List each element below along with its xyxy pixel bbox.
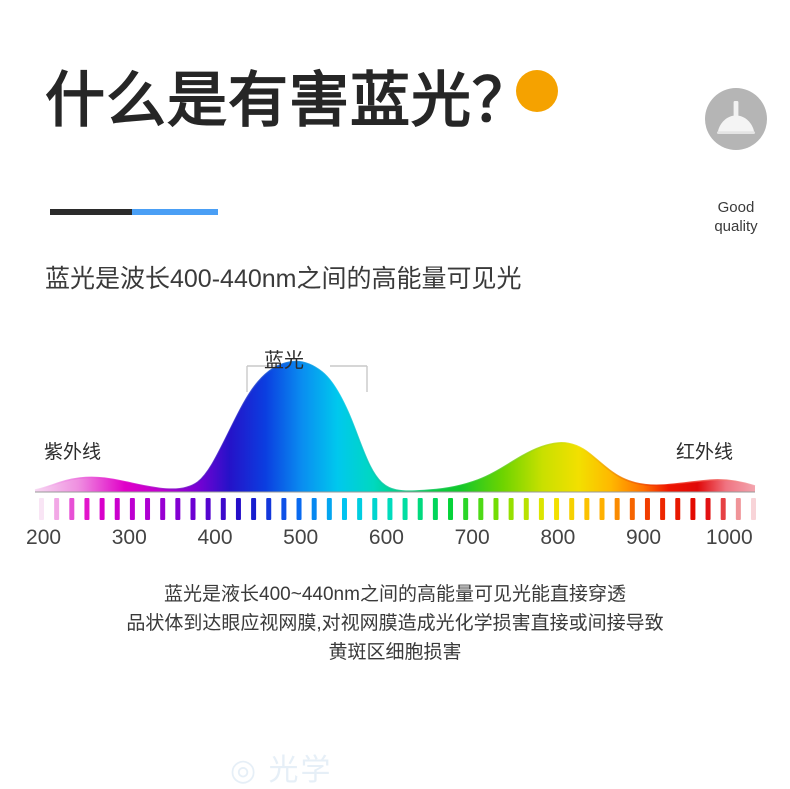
- page-title-row: 什么是有害蓝光？: [45, 66, 533, 144]
- spectrum-tick: [538, 498, 544, 520]
- axis-tick-label: 600: [368, 526, 404, 549]
- spectrum-tick: [129, 498, 135, 520]
- spectrum-tick: [402, 498, 408, 520]
- spectrum-tick: [296, 498, 302, 520]
- spectrum-tick: [584, 498, 590, 520]
- spectrum-tick: [432, 498, 438, 520]
- spectrum-tick: [569, 498, 575, 520]
- axis-tick-label: 800: [540, 526, 576, 549]
- axis-tick-label: 900: [626, 526, 662, 549]
- title-divider: [50, 209, 218, 215]
- axis-tick-label: 500: [283, 526, 319, 549]
- subtitle: 蓝光是波长400-440nm之间的高能量可见光: [45, 265, 522, 293]
- footer-description: 蓝光是液长400~440nm之间的高能量可见光能直接穿透 品状体到达眼应视网膜,…: [0, 580, 790, 667]
- spectrum-tick: [644, 498, 650, 520]
- spectrum-tick: [114, 498, 120, 520]
- axis-tick-label: 700: [454, 526, 490, 549]
- page-title: 什么是有害蓝光？: [45, 67, 533, 134]
- pendant-lamp-icon: [705, 88, 767, 150]
- divider-dark-segment: [50, 209, 132, 215]
- footer-line: 黄斑区细胞损害: [328, 642, 462, 663]
- spectrum-tick: [599, 498, 605, 520]
- header-block: 什么是有害蓝光？ 蓝光是波长400-440nm之间的高能量可见光 Good qu…: [0, 0, 790, 310]
- spectrum-tick: [660, 498, 666, 520]
- axis-tick-labels: 200 300 400 500 600 700 800 900 1000: [0, 526, 790, 556]
- spectrum-tick: [675, 498, 681, 520]
- spectrum-tick: [266, 498, 272, 520]
- footer-line: 品状体到达眼应视网膜,对视网膜造成光化学损害直接或间接导致: [126, 613, 664, 634]
- spectrum-tick: [720, 498, 726, 520]
- spectrum-tick: [554, 498, 560, 520]
- spectrum-tick: [145, 498, 151, 520]
- axis-tick-label: 300: [111, 526, 147, 549]
- spectrum-tick: [751, 498, 756, 520]
- spectrum-tick: [357, 498, 363, 520]
- spectrum-tick: [629, 498, 635, 520]
- spectrum-tick: [311, 498, 317, 520]
- spectrum-tick: [690, 498, 696, 520]
- spectrum-chart: 紫外线 蓝光 红外线 ◎ 光学 200 300 400 500 600 700 800 900…: [0, 330, 790, 787]
- spectrum-tick: [387, 498, 393, 520]
- spectrum-tick-bar: [39, 498, 756, 520]
- spectrum-tick: [614, 498, 620, 520]
- spectrum-tick: [417, 498, 423, 520]
- spectrum-tick: [235, 498, 241, 520]
- divider-blue-segment: [132, 209, 218, 215]
- spectrum-tick: [326, 498, 332, 520]
- spectrum-tick: [99, 498, 105, 520]
- quality-badge: Good quality: [686, 88, 786, 236]
- spectrum-tick: [735, 498, 741, 520]
- axis-tick-label: 200: [26, 526, 62, 549]
- spectrum-tick: [251, 498, 257, 520]
- spectrum-tick: [190, 498, 196, 520]
- spectrum-tick: [705, 498, 711, 520]
- spectral-power-line: [34, 360, 756, 492]
- spectrum-tick: [69, 498, 75, 520]
- spectrum-tick: [54, 498, 60, 520]
- spectrum-tick: [175, 498, 181, 520]
- spectrum-tick: [341, 498, 347, 520]
- title-accent-dot: [516, 70, 558, 112]
- spectrum-tick: [281, 498, 287, 520]
- spectrum-tick: [39, 498, 44, 520]
- label-ultraviolet: 紫外线: [44, 442, 102, 463]
- spectrum-tick: [523, 498, 529, 520]
- axis-tick-label: 1000: [705, 526, 753, 549]
- spectrum-tick: [508, 498, 514, 520]
- spectral-power-area: [35, 361, 755, 492]
- label-blue-light: 蓝光: [264, 350, 304, 372]
- spectrum-tick: [220, 498, 226, 520]
- spectrum-tick: [372, 498, 378, 520]
- quality-caption: Good quality: [714, 199, 758, 235]
- spectrum-curve: [34, 360, 756, 520]
- spectrum-tick: [493, 498, 499, 520]
- spectrum-tick: [205, 498, 211, 520]
- spectrum-tick: [84, 498, 90, 520]
- spectrum-tick: [448, 498, 454, 520]
- spectrum-tick: [160, 498, 166, 520]
- spectrum-tick: [478, 498, 484, 520]
- axis-tick-label: 400: [197, 526, 233, 549]
- watermark: ◎ 光学: [230, 754, 333, 787]
- footer-line: 蓝光是液长400~440nm之间的高能量可见光能直接穿透: [164, 584, 626, 605]
- label-infrared: 红外线: [676, 442, 734, 463]
- spectrum-tick: [463, 498, 469, 520]
